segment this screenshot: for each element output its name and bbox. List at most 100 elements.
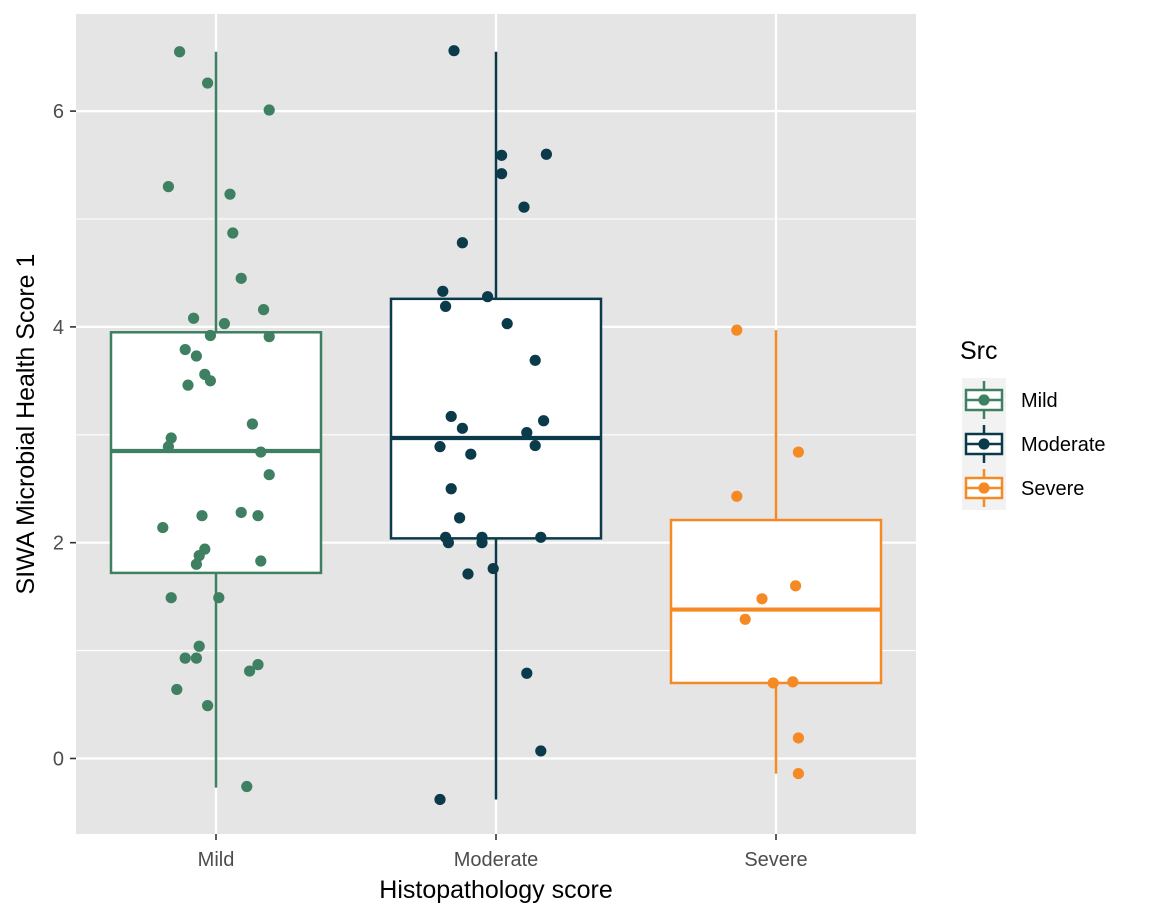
data-point-moderate [496,149,508,161]
y-tick-label: 2 [53,533,64,555]
box-moderate [389,51,603,800]
x-axis-title: Histopathology score [379,876,612,904]
x-tick-label: Moderate [454,849,539,871]
data-point-mild [244,665,256,677]
legend-key-point [978,438,990,450]
legend-label: Moderate [1021,434,1106,456]
box-mild [109,51,323,788]
data-point-mild [227,227,239,239]
data-point-moderate [462,568,474,580]
data-point-mild [224,188,236,200]
data-point-mild [235,272,247,284]
y-tick-label: 0 [53,748,64,770]
data-point-severe [767,677,779,689]
data-point-mild [202,700,214,712]
data-point-mild [193,640,205,652]
data-point-moderate [529,354,541,366]
data-point-mild [190,558,202,570]
data-point-severe [792,732,805,744]
data-point-moderate [448,45,460,57]
data-point-mild [263,331,275,343]
data-point-mild [258,304,270,316]
y-tick-label: 4 [53,317,64,339]
data-point-mild [165,592,177,604]
data-point-mild [179,343,191,356]
data-point-mild [255,446,267,458]
data-point-mild [213,592,225,604]
data-point-moderate [518,201,530,213]
data-point-mild [263,104,275,116]
legend-key-moderate: Moderate [962,422,1106,466]
data-point-mild [174,46,186,58]
x-tick-label: Severe [744,849,807,871]
data-point-moderate [487,562,499,575]
data-point-moderate [476,537,488,549]
data-point-moderate [482,291,494,303]
y-axis-title: SIWA Microbial Health Score 1 [12,254,40,595]
data-point-moderate [540,148,553,160]
data-point-mild [193,550,205,562]
data-point-mild [196,510,208,522]
data-point-moderate [501,318,513,330]
data-point-mild [263,469,275,481]
data-point-mild [188,312,200,324]
data-point-moderate [437,285,449,297]
legend-key-point [978,394,990,406]
data-point-mild [246,418,258,430]
data-point-mild [202,77,214,89]
data-point-mild [165,432,177,444]
data-point-moderate [456,422,468,434]
data-point-moderate [434,793,446,806]
data-point-mild [179,652,191,664]
data-point-moderate [456,237,468,249]
data-point-mild [171,683,183,696]
data-point-mild [162,181,174,193]
legend-keys: Mild Moderate Severe [962,378,1106,510]
data-point-moderate [535,745,547,757]
data-point-moderate [454,512,466,524]
legend-key-point [978,482,990,494]
data-point-severe [731,324,743,336]
data-point-moderate [440,300,452,312]
data-point-moderate [529,439,541,452]
data-point-mild [157,521,169,534]
data-point-mild [190,652,202,664]
legend-key-severe: Severe [962,466,1084,510]
data-point-severe [756,593,768,605]
data-point-severe [787,676,799,688]
data-point-severe [790,580,802,592]
data-point-moderate [535,531,547,543]
x-axis: Mild Moderate Severe [198,834,808,871]
data-point-mild [182,379,194,391]
data-point-mild [190,350,202,362]
data-point-mild [241,780,253,793]
data-point-moderate [538,415,550,427]
data-point-mild [218,318,230,330]
box-iqr [389,297,603,540]
legend-key-mild: Mild [962,378,1058,422]
data-point-moderate [465,448,477,460]
data-point-mild [235,506,247,519]
data-point-mild [255,555,267,567]
x-tick-label: Mild [198,849,235,871]
data-point-severe [792,767,805,780]
legend: Src Mild Moderate Severe [960,337,1106,510]
box-severe [669,330,883,774]
legend-label: Severe [1021,478,1084,500]
legend-title: Src [960,337,998,365]
data-point-mild [204,329,216,342]
data-point-moderate [445,410,457,423]
data-point-mild [204,375,216,387]
data-point-mild [252,510,264,522]
data-point-moderate [521,667,533,679]
data-point-moderate [442,537,454,549]
y-axis: 0 2 4 6 [53,101,76,770]
data-point-severe [739,613,751,625]
data-point-mild [252,659,264,671]
data-point-mild [162,441,174,453]
data-point-severe [731,490,743,502]
data-point-moderate [496,168,508,180]
point-layer [157,45,805,806]
data-point-severe [792,446,805,458]
